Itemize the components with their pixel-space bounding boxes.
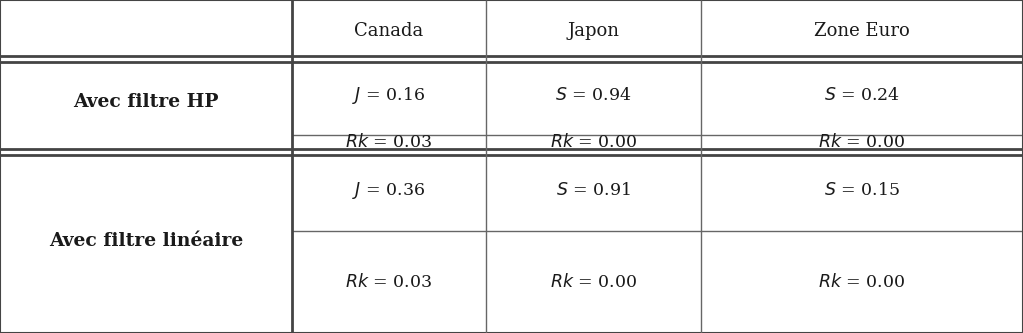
Text: $\mathit{Rk}$ = 0.03: $\mathit{Rk}$ = 0.03: [345, 133, 433, 151]
Text: Avec filtre HP: Avec filtre HP: [73, 93, 219, 111]
Text: $\mathit{J}$ = 0.36: $\mathit{J}$ = 0.36: [352, 179, 426, 201]
Text: Avec filtre linéaire: Avec filtre linéaire: [49, 232, 242, 250]
Text: $\mathit{S}$ = 0.91: $\mathit{S}$ = 0.91: [555, 181, 631, 199]
Text: Japon: Japon: [568, 22, 619, 40]
Text: Canada: Canada: [354, 22, 424, 40]
Text: Zone Euro: Zone Euro: [814, 22, 909, 40]
Text: $\mathit{Rk}$ = 0.00: $\mathit{Rk}$ = 0.00: [549, 133, 637, 151]
Text: $\mathit{S}$ = 0.15: $\mathit{S}$ = 0.15: [824, 181, 900, 199]
Text: $\mathit{S}$ = 0.94: $\mathit{S}$ = 0.94: [555, 87, 631, 104]
Text: $\mathit{Rk}$ = 0.00: $\mathit{Rk}$ = 0.00: [818, 133, 905, 151]
Text: $\mathit{Rk}$ = 0.00: $\mathit{Rk}$ = 0.00: [549, 273, 637, 291]
Text: $\mathit{J}$ = 0.16: $\mathit{J}$ = 0.16: [352, 85, 426, 106]
Text: $\mathit{Rk}$ = 0.00: $\mathit{Rk}$ = 0.00: [818, 273, 905, 291]
Text: $\mathit{Rk}$ = 0.03: $\mathit{Rk}$ = 0.03: [345, 273, 433, 291]
Text: $\mathit{S}$ = 0.24: $\mathit{S}$ = 0.24: [824, 87, 900, 104]
